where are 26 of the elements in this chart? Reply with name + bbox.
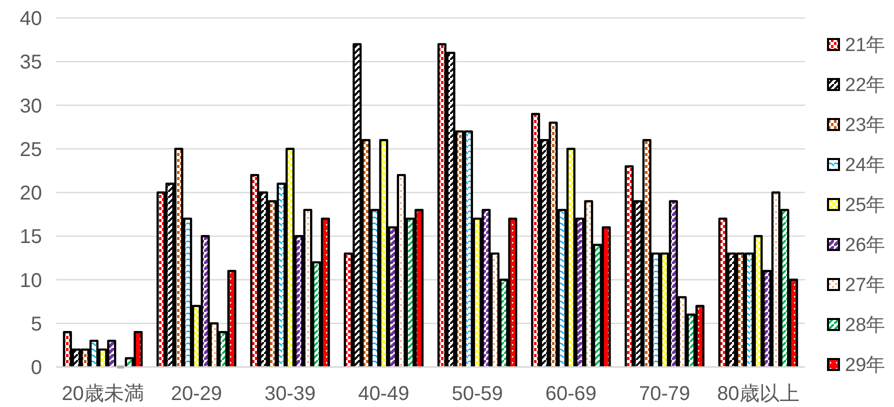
legend-label: 27年 [845,275,886,296]
legend-label: 23年 [845,115,886,136]
x-tick-label: 20-29 [170,383,222,405]
y-tick-label: 35 [20,52,42,74]
legend-label: 29年 [845,355,886,376]
x-tick-label: 70-79 [638,383,690,405]
y-tick-label: 20 [20,182,42,204]
legend-label: 25年 [845,195,886,216]
x-tick-label: 50-59 [452,383,503,405]
legend-label: 24年 [845,155,886,176]
x-tick-label: 80歳以上 [717,383,800,405]
y-tick-label: 15 [20,226,42,248]
y-tick-label: 0 [30,357,42,379]
y-tick-label: 40 [20,8,42,30]
y-tick-label: 25 [20,138,42,161]
legend-label: 26年 [845,235,886,256]
x-tick-label: 40-49 [358,383,410,405]
y-tick-label: 5 [30,313,42,336]
y-tick-label: 30 [20,95,42,118]
legend-label: 28年 [845,315,886,336]
x-tick-label: 20歳未満 [62,383,144,405]
x-tick-label: 30-39 [264,383,316,405]
legend-label: 21年 [845,35,886,56]
x-tick-label: 60-69 [545,383,597,405]
legend-label: 22年 [845,75,886,96]
y-tick-label: 10 [20,270,42,292]
